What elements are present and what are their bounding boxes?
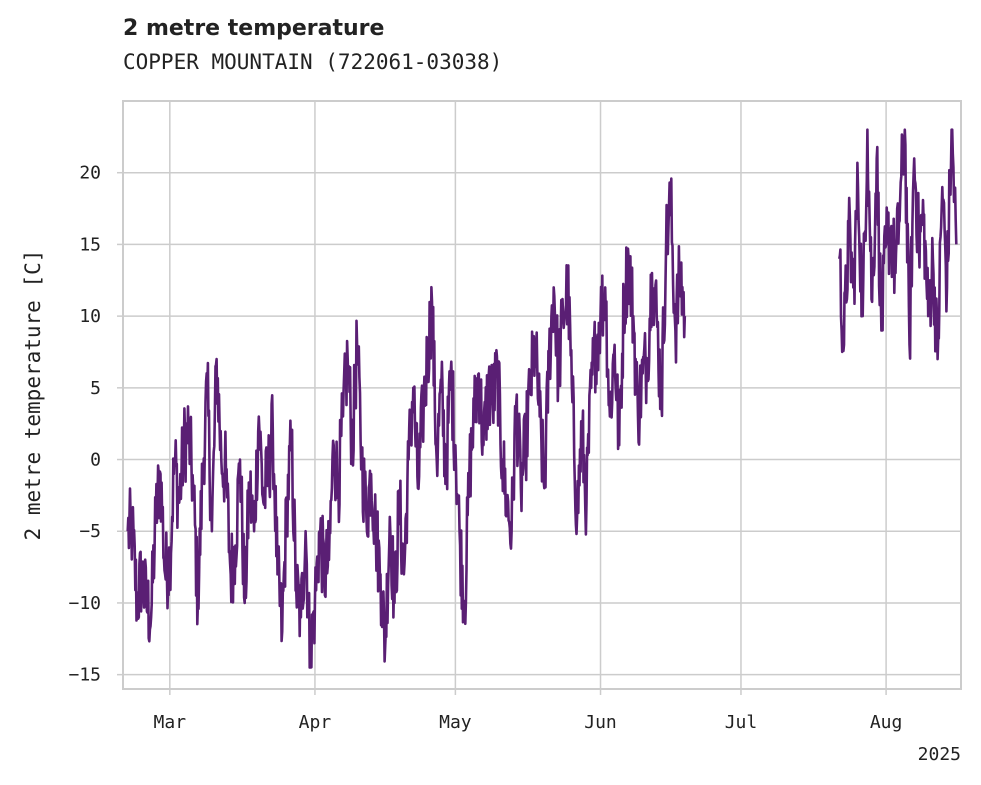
x-tick-label: Apr [299,712,332,733]
grid [123,101,961,689]
series-layer [126,128,958,669]
x-tick-label: Jun [584,712,617,733]
tick-labels: −15 −10 −5 0 5 10 15 20 Mar Apr May Jun Jul Aug [68,163,902,733]
y-tick-label: 20 [79,163,101,184]
y-tick-label: 15 [79,234,101,255]
y-tick-label: 10 [79,306,101,327]
temperature-series-line [838,128,958,361]
plot-frame [122,100,962,690]
x-axis-year-label: 2025 [918,744,961,765]
y-tick-label: −15 [68,665,101,686]
y-tick-label: −5 [79,521,101,542]
y-tick-label: 5 [90,378,101,399]
y-tick-label: −10 [68,593,101,614]
y-tick-label: 0 [90,450,101,471]
chart-subtitle: COPPER MOUNTAIN (722061-03038) [123,50,503,74]
x-tick-label: Jul [725,712,758,733]
temperature-series-line [126,177,687,669]
y-axis-label: 2 metre temperature [C] [21,250,45,541]
x-tick-label: Aug [870,712,903,733]
chart-title: 2 metre temperature [123,16,385,41]
x-tick-label: Mar [154,712,187,733]
x-tick-label: May [439,712,472,733]
